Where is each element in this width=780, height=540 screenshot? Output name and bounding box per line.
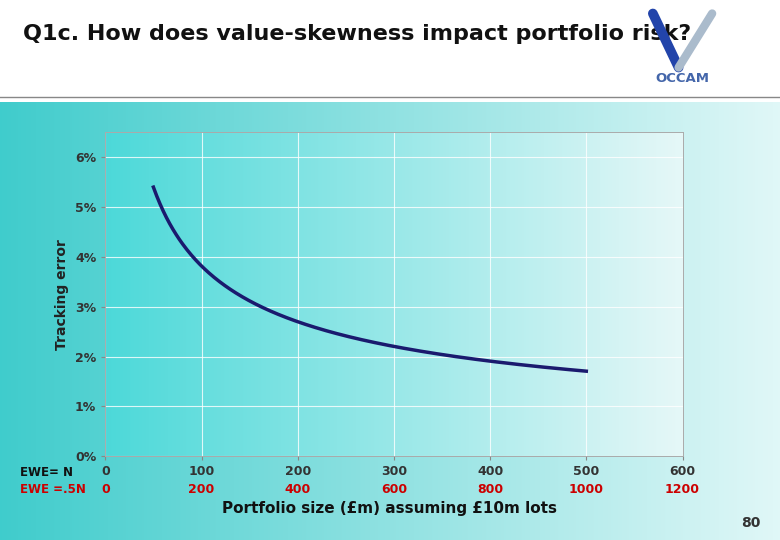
Text: EWE= N: EWE= N (20, 466, 73, 479)
Text: 1200: 1200 (665, 483, 700, 496)
Text: Portfolio size (£m) assuming £10m lots: Portfolio size (£m) assuming £10m lots (222, 501, 558, 516)
Text: 1000: 1000 (569, 483, 604, 496)
Text: OCCAM: OCCAM (655, 72, 710, 85)
Text: Q1c. How does value-skewness impact portfolio risk?: Q1c. How does value-skewness impact port… (23, 24, 692, 44)
Text: 400: 400 (285, 483, 310, 496)
Text: 600: 600 (381, 483, 407, 496)
Text: 0: 0 (101, 483, 110, 496)
Text: 80: 80 (741, 516, 760, 530)
Text: 800: 800 (477, 483, 503, 496)
Y-axis label: Tracking error: Tracking error (55, 239, 69, 350)
Text: EWE =.5N: EWE =.5N (20, 483, 85, 496)
Text: 200: 200 (189, 483, 214, 496)
